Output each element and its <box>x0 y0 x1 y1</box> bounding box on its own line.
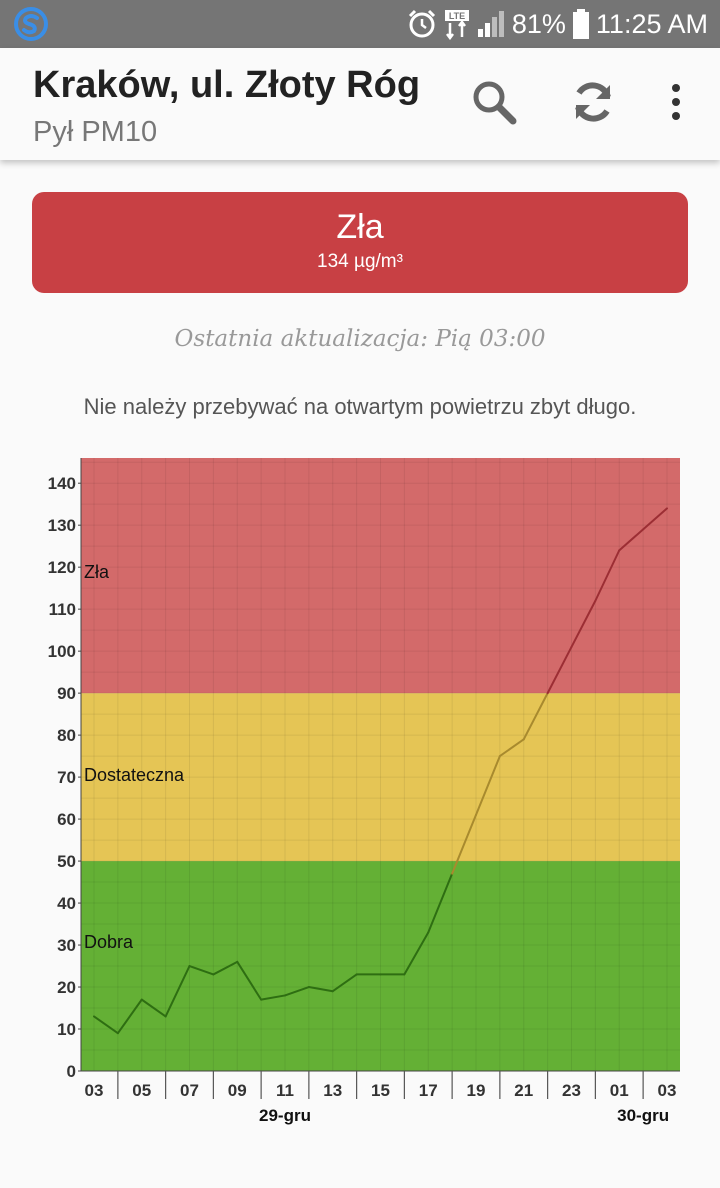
alarm-icon <box>406 8 438 40</box>
y-tick-label: 50 <box>57 852 76 871</box>
y-tick-label: 30 <box>57 936 76 955</box>
battery-percent: 81% <box>511 8 566 39</box>
y-tick-label: 40 <box>57 894 76 913</box>
line-segment <box>427 872 454 934</box>
y-tick-label: 70 <box>57 768 76 787</box>
last-update-text: Ostatnia aktualizacja: Pią 03:00 <box>174 326 546 352</box>
clock: 11:25 AM <box>595 8 708 39</box>
y-tick-label: 110 <box>49 600 76 619</box>
y-tick-label: 140 <box>48 474 76 493</box>
y-tick-label: 100 <box>48 642 76 661</box>
x-tick-label: 09 <box>228 1081 247 1100</box>
app-bar: Kraków, ul. Złoty Róg Pył PM10 <box>0 48 720 160</box>
line-segment <box>546 645 573 695</box>
x-tick-label: 05 <box>132 1081 151 1100</box>
x-tick-label: 15 <box>371 1081 390 1100</box>
line-segment <box>570 599 597 648</box>
line-segment <box>188 965 215 976</box>
line-segment <box>284 986 310 997</box>
line-segment <box>618 528 645 552</box>
band-0 <box>81 861 680 1071</box>
x-tick-label: 03 <box>658 1081 677 1100</box>
pm10-chart: Dobra Dostateczna Zła 0 10 20 30 40 50 60 70 80 90 10… <box>0 440 720 1140</box>
page-subtitle: Pył PM10 <box>33 116 158 148</box>
x-tick-label: 23 <box>562 1081 581 1100</box>
battery-icon <box>572 8 590 40</box>
y-tick-label: 130 <box>48 516 76 535</box>
x-tick-label: 17 <box>419 1081 438 1100</box>
x-tick-label: 01 <box>610 1081 629 1100</box>
y-tick-label: 60 <box>57 810 76 829</box>
band-label: Zła <box>84 562 110 582</box>
line-segment <box>307 986 334 993</box>
line-segment <box>140 998 167 1018</box>
status-value: 134 µg/m³ <box>317 251 403 272</box>
line-segment <box>331 973 358 993</box>
more-vert-icon <box>668 82 684 126</box>
line-segment <box>212 960 239 976</box>
date-label: 29-gru <box>259 1106 311 1125</box>
page-title: Kraków, ul. Złoty Róg <box>33 64 421 106</box>
x-tick-label: 13 <box>323 1081 342 1100</box>
line-segment <box>116 998 143 1035</box>
band-label: Dostateczna <box>84 765 185 785</box>
y-tick-label: 120 <box>48 558 76 577</box>
line-segment <box>164 965 191 1018</box>
band-label: Dobra <box>84 932 134 952</box>
y-tick-label: 20 <box>57 978 76 997</box>
line-segment <box>498 738 525 758</box>
line-segment <box>451 813 477 875</box>
line-segment <box>403 931 430 976</box>
line-segment <box>642 507 668 531</box>
status-label: Zła <box>336 208 384 246</box>
x-tick-label: 21 <box>514 1081 533 1100</box>
signal-icon <box>476 9 506 39</box>
band-1 <box>81 693 680 862</box>
x-tick-label: 07 <box>180 1081 199 1100</box>
date-label: 30-gru <box>617 1106 669 1125</box>
more-options-button[interactable] <box>648 76 704 132</box>
line-segment <box>522 692 549 741</box>
lte-icon: LTE <box>444 8 470 40</box>
search-icon <box>469 77 519 131</box>
y-tick-label: 80 <box>57 726 76 745</box>
health-advice-text: Nie należy przebywać na otwartym powietr… <box>83 394 637 419</box>
x-tick-label: 03 <box>85 1081 104 1100</box>
x-tick-label: 19 <box>467 1081 486 1100</box>
refresh-icon <box>568 77 618 131</box>
y-tick-label: 90 <box>57 684 76 703</box>
line-segment <box>93 1015 119 1035</box>
app-logo-icon <box>14 7 48 41</box>
line-segment <box>475 755 501 816</box>
line-segment <box>594 549 621 602</box>
air-quality-status-card: Zła 134 µg/m³ <box>32 192 688 293</box>
pm10-chart-svg: DobraDostatecznaZła010203040506070809010… <box>48 458 680 1125</box>
x-tick-label: 11 <box>276 1081 294 1100</box>
refresh-button[interactable] <box>565 76 621 132</box>
search-button[interactable] <box>466 76 522 132</box>
line-segment <box>236 960 263 1001</box>
y-tick-label: 0 <box>67 1062 76 1081</box>
band-2 <box>81 458 680 694</box>
y-tick-label: 10 <box>57 1020 76 1039</box>
lte-label: LTE <box>449 11 465 21</box>
line-segment <box>260 994 286 1001</box>
status-bar: LTE 81% 11:25 AM <box>0 0 720 48</box>
